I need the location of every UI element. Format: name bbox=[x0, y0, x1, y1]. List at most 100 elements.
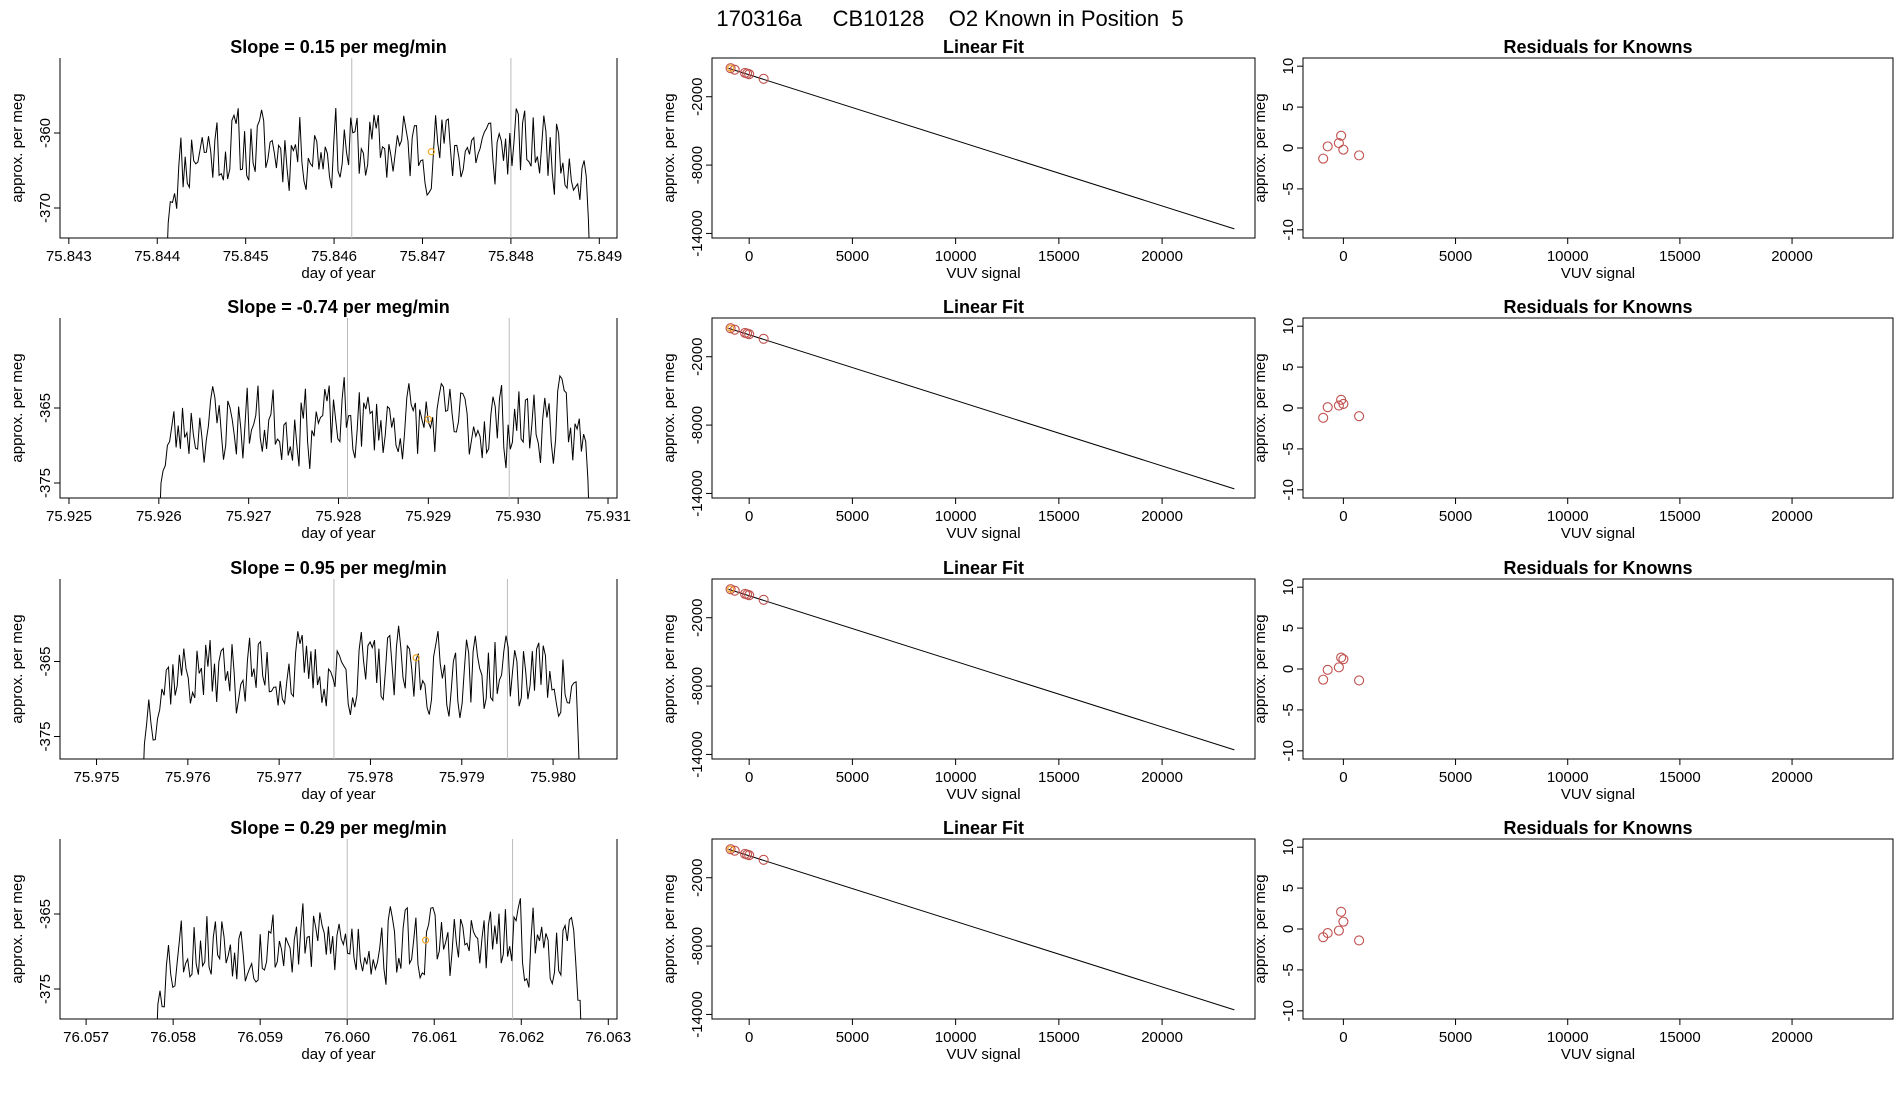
fit-point bbox=[729, 585, 740, 596]
fit-line bbox=[728, 848, 1235, 1011]
plot-area bbox=[1318, 906, 1365, 946]
y-tick-label: -14000 bbox=[689, 210, 706, 257]
y-tick-label: 0 bbox=[1280, 404, 1297, 412]
x-tick-label: 75.980 bbox=[530, 769, 576, 786]
plot-frame bbox=[1302, 57, 1894, 239]
fit-point bbox=[725, 63, 736, 74]
x-tick-label: 75.979 bbox=[439, 769, 485, 786]
residual-point bbox=[1322, 141, 1333, 152]
y-tick-label: 5 bbox=[1280, 363, 1297, 371]
y-tick-label: -5 bbox=[1280, 963, 1297, 976]
x-axis-label: day of year bbox=[301, 525, 375, 542]
fit-point bbox=[758, 854, 769, 865]
x-tick-label: 76.062 bbox=[498, 1029, 544, 1046]
fit-point bbox=[758, 594, 769, 605]
fit-point bbox=[758, 73, 769, 84]
panel-title: Residuals for Knowns bbox=[1503, 297, 1692, 317]
x-tick-label: 5000 bbox=[1439, 1029, 1472, 1046]
x-tick-label: 10000 bbox=[935, 248, 977, 265]
x-tick-label: 15000 bbox=[1659, 508, 1701, 525]
x-tick-label: 15000 bbox=[1659, 769, 1701, 786]
fit-point bbox=[744, 69, 755, 80]
residual-point bbox=[1338, 398, 1349, 409]
x-tick-label: 75.845 bbox=[223, 248, 269, 265]
residual-point bbox=[1333, 925, 1344, 936]
fit-point bbox=[744, 329, 755, 340]
plot-area bbox=[167, 58, 590, 238]
residual-point bbox=[1336, 906, 1347, 917]
y-tick-label: 5 bbox=[1280, 624, 1297, 632]
y-tick-label: -8000 bbox=[689, 406, 706, 444]
plot-frame bbox=[711, 838, 1256, 1020]
x-tick-label: 10000 bbox=[935, 769, 977, 786]
x-tick-label: 20000 bbox=[1771, 769, 1813, 786]
residual-point bbox=[1354, 411, 1365, 422]
plot-frame bbox=[59, 839, 618, 1020]
y-axis-label: approx. per meg bbox=[1252, 614, 1269, 723]
y-tick-label: -365 bbox=[37, 646, 54, 676]
panel-fit-1: Linear Fit 0 5000 10000 15000 20000 -2000 -8000… bbox=[661, 37, 1256, 282]
x-tick-label: 75.928 bbox=[316, 508, 362, 525]
fit-point bbox=[729, 64, 740, 75]
x-tick-label: 75.927 bbox=[226, 508, 272, 525]
fit-point bbox=[729, 845, 740, 856]
panel-time-1: Slope = 0.15 per meg/min 75.843 75.844 75.8… bbox=[9, 37, 622, 282]
panel-title: Residuals for Knowns bbox=[1503, 37, 1692, 57]
x-tick-label: 0 bbox=[1339, 508, 1347, 525]
data-trace bbox=[159, 374, 590, 498]
x-tick-label: 75.926 bbox=[136, 508, 182, 525]
x-tick-label: 76.057 bbox=[63, 1029, 109, 1046]
y-axis-label: approx. per meg bbox=[9, 93, 26, 202]
fit-point bbox=[744, 590, 755, 601]
y-tick-label: 10 bbox=[1280, 579, 1297, 596]
y-tick-label: -370 bbox=[37, 193, 54, 223]
x-tick-label: 20000 bbox=[1141, 1029, 1183, 1046]
plot-area bbox=[156, 839, 582, 1019]
sample-point bbox=[427, 148, 435, 156]
x-tick-label: 76.060 bbox=[324, 1029, 370, 1046]
x-tick-label: 75.978 bbox=[348, 769, 394, 786]
residual-point bbox=[1318, 674, 1329, 685]
panel-title: Linear Fit bbox=[943, 297, 1024, 317]
y-tick-label: 10 bbox=[1280, 318, 1297, 335]
x-tick-label: 0 bbox=[745, 769, 753, 786]
y-tick-label: -375 bbox=[37, 721, 54, 751]
residual-point bbox=[1354, 150, 1365, 161]
y-tick-label: -365 bbox=[37, 393, 54, 423]
x-tick-label: 75.847 bbox=[400, 248, 446, 265]
x-tick-label: 0 bbox=[745, 508, 753, 525]
x-tick-label: 15000 bbox=[1659, 1029, 1701, 1046]
x-tick-label: 75.846 bbox=[311, 248, 357, 265]
residual-point bbox=[1354, 935, 1365, 946]
x-tick-label: 10000 bbox=[1547, 769, 1589, 786]
panel-title: Residuals for Knowns bbox=[1503, 558, 1692, 578]
y-tick-label: -360 bbox=[37, 118, 54, 148]
x-tick-label: 10000 bbox=[1547, 508, 1589, 525]
panel-time-3: Slope = 0.95 per meg/min 75.975 75.976 75.9… bbox=[9, 558, 618, 803]
x-tick-label: 0 bbox=[1339, 1029, 1347, 1046]
fit-point bbox=[725, 323, 736, 334]
y-tick-label: -10 bbox=[1280, 479, 1297, 501]
x-tick-label: 75.849 bbox=[576, 248, 622, 265]
x-tick-label: 75.975 bbox=[74, 769, 120, 786]
x-axis-label: VUV signal bbox=[1561, 525, 1635, 542]
x-tick-label: 10000 bbox=[1547, 248, 1589, 265]
y-axis-label: approx. per meg bbox=[9, 874, 26, 983]
y-tick-label: -14000 bbox=[689, 470, 706, 517]
x-tick-label: 15000 bbox=[1038, 508, 1080, 525]
x-tick-label: 76.058 bbox=[150, 1029, 196, 1046]
fit-line bbox=[728, 67, 1235, 230]
y-axis-label: approx. per meg bbox=[661, 874, 678, 983]
panel-resid-4: Residuals for Knowns 0 5000 10000 15000 20000… bbox=[1252, 818, 1894, 1063]
sample-point bbox=[412, 654, 420, 662]
x-tick-label: 20000 bbox=[1771, 248, 1813, 265]
x-tick-label: 20000 bbox=[1771, 508, 1813, 525]
y-tick-label: -2000 bbox=[689, 859, 706, 897]
plot-area bbox=[725, 323, 1235, 490]
y-axis-label: approx. per meg bbox=[1252, 353, 1269, 462]
x-axis-label: VUV signal bbox=[1561, 265, 1635, 282]
y-tick-label: -14000 bbox=[689, 731, 706, 778]
x-tick-label: 5000 bbox=[1439, 248, 1472, 265]
x-tick-label: 75.929 bbox=[405, 508, 451, 525]
x-tick-label: 20000 bbox=[1141, 769, 1183, 786]
